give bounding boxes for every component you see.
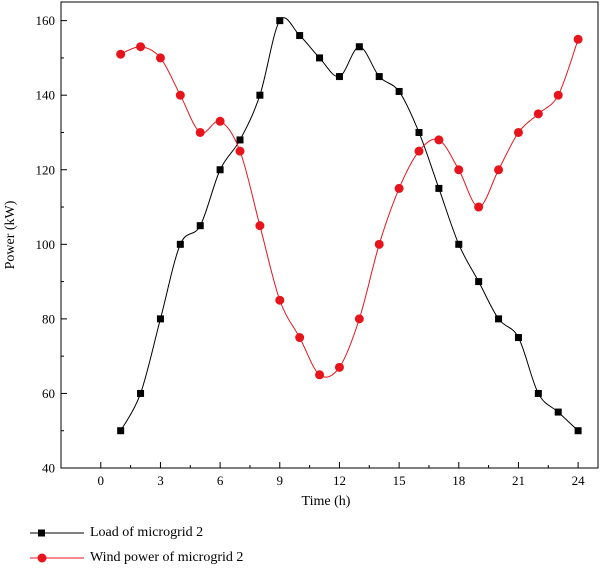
data-point (117, 427, 125, 435)
x-tick-label: 0 (98, 473, 105, 488)
data-point (335, 73, 343, 81)
data-point (137, 389, 145, 397)
y-tick-label: 80 (42, 311, 55, 326)
y-tick-label: 40 (42, 461, 55, 476)
data-point (435, 184, 443, 192)
data-point (136, 42, 146, 52)
data-point (514, 334, 522, 342)
data-point (395, 87, 403, 95)
y-tick-labels: 40 60 80 100 120 140 160 (36, 13, 56, 475)
data-point (573, 34, 583, 44)
data-point (554, 408, 562, 416)
series-load (117, 17, 582, 435)
data-point (236, 136, 244, 144)
x-tick-labels: 0 3 6 9 12 15 18 21 24 (98, 473, 586, 488)
data-point (394, 183, 404, 193)
data-point (495, 315, 503, 323)
data-point (534, 389, 542, 397)
legend-label-wind: Wind power of microgrid 2 (90, 550, 244, 565)
data-point (474, 202, 484, 212)
data-point (116, 49, 126, 59)
legend-swatch-wind (30, 553, 84, 563)
data-point (316, 54, 324, 62)
y-tick-label: 100 (36, 237, 56, 252)
series-line (120, 17, 579, 432)
plot-frame (60, 1, 599, 469)
data-point (374, 239, 384, 249)
data-point (455, 240, 463, 248)
series-wind (116, 34, 583, 380)
data-point (235, 146, 245, 156)
y-tick-label: 140 (36, 88, 56, 103)
data-point (255, 221, 265, 231)
y-tick-label: 120 (36, 162, 56, 177)
axis-ticks (61, 20, 579, 469)
data-point (276, 17, 284, 25)
data-point (513, 127, 523, 137)
x-axis-title: Time (h) (302, 494, 351, 509)
x-tick-label: 21 (512, 473, 525, 488)
data-point (415, 128, 423, 136)
data-point (533, 109, 543, 119)
data-point (355, 43, 363, 51)
x-tick-label: 3 (157, 473, 164, 488)
x-tick-label: 6 (217, 473, 224, 488)
data-point (195, 127, 205, 137)
data-point (275, 295, 285, 305)
y-axis-title: Power (kW) (3, 200, 18, 269)
data-point (574, 427, 582, 435)
data-point (296, 32, 304, 40)
series-layer (116, 17, 583, 435)
x-tick-label: 12 (333, 473, 346, 488)
data-point (315, 370, 325, 380)
y-tick-label: 60 (42, 386, 55, 401)
data-point (295, 333, 305, 343)
data-point (475, 278, 483, 286)
data-point (156, 315, 164, 323)
y-tick-label: 160 (36, 13, 56, 28)
data-point (354, 314, 364, 324)
data-point (256, 91, 264, 99)
data-point (196, 222, 204, 230)
data-point (215, 116, 225, 126)
legend-item-load: Load of microgrid 2 (28, 523, 348, 543)
legend-swatch-load (30, 529, 84, 537)
x-tick-label: 18 (452, 473, 465, 488)
data-point (494, 165, 504, 175)
data-point (155, 53, 165, 63)
data-point (454, 165, 464, 175)
x-tick-label: 9 (277, 473, 284, 488)
data-point (553, 90, 563, 100)
series-line (120, 39, 579, 378)
data-point (334, 362, 344, 372)
data-point (175, 90, 185, 100)
legend-label-load: Load of microgrid 2 (90, 525, 204, 540)
data-point (434, 135, 444, 145)
legend-item-wind: Wind power of microgrid 2 (28, 548, 348, 568)
data-point (375, 73, 383, 81)
data-point (414, 146, 424, 156)
data-point (176, 240, 184, 248)
x-tick-label: 15 (393, 473, 406, 488)
data-point (216, 166, 224, 174)
x-tick-label: 24 (572, 473, 586, 488)
